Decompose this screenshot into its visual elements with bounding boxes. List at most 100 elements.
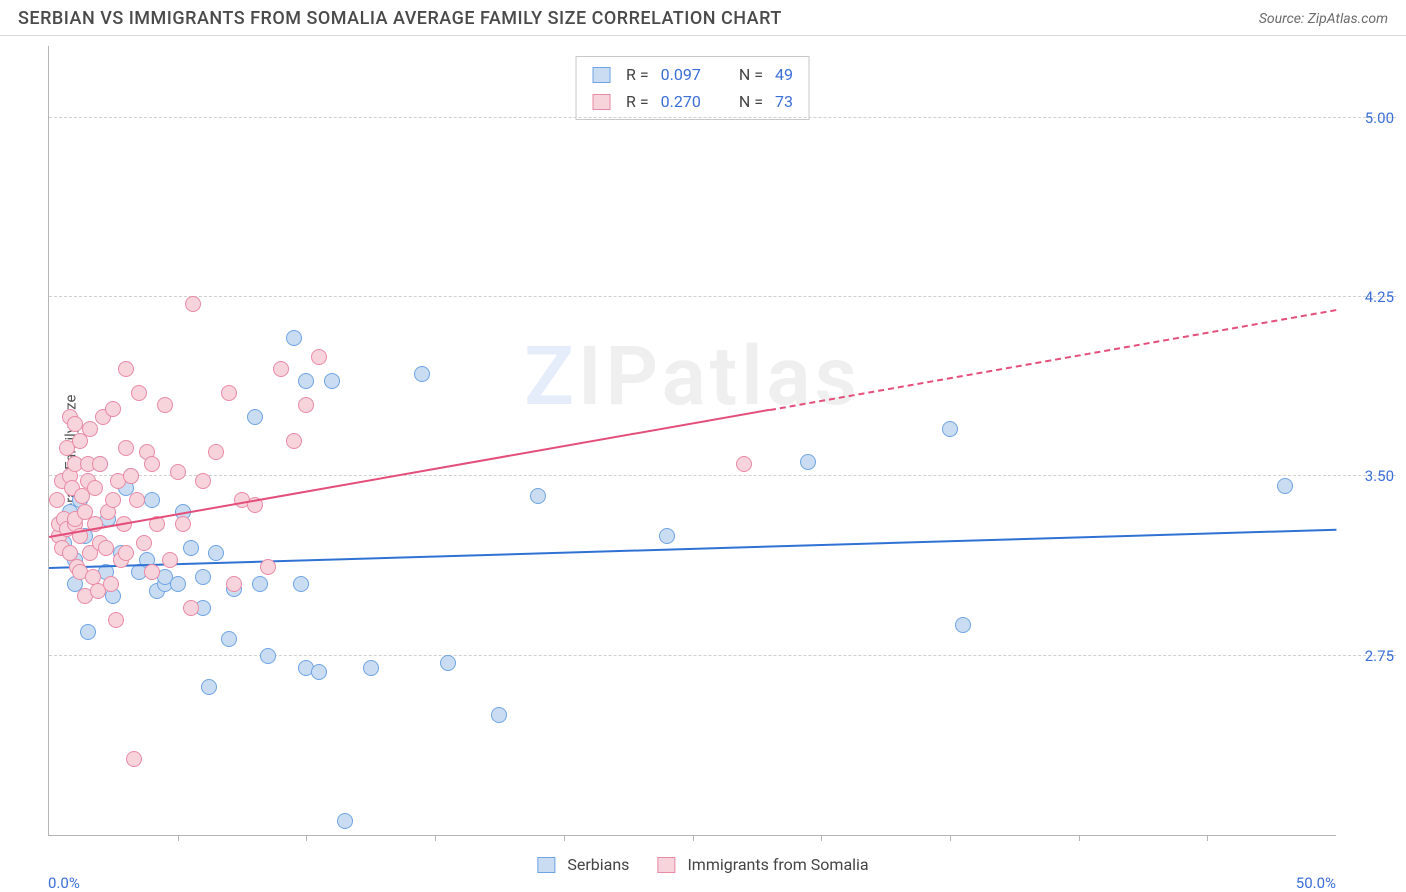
swatch-series-1 <box>657 857 675 873</box>
swatch-series-0 <box>592 67 610 83</box>
r-label: R = <box>626 61 649 88</box>
scatter-point-somalia <box>226 576 242 592</box>
scatter-point-somalia <box>286 433 302 449</box>
scatter-point-serbians <box>414 366 430 382</box>
scatter-point-somalia <box>136 535 152 551</box>
n-label: N = <box>739 61 763 88</box>
scatter-point-somalia <box>157 397 173 413</box>
scatter-point-somalia <box>92 456 108 472</box>
x-max-label: 50.0% <box>1296 874 1336 892</box>
scatter-point-somalia <box>298 397 314 413</box>
gridline <box>49 475 1396 476</box>
y-tick-label: 5.00 <box>1365 109 1394 127</box>
x-tick <box>821 835 822 841</box>
x-tick <box>178 835 179 841</box>
scatter-point-serbians <box>942 421 958 437</box>
legend-item-1: Immigrants from Somalia <box>657 855 868 874</box>
x-tick <box>693 835 694 841</box>
scatter-point-serbians <box>247 409 263 425</box>
scatter-point-serbians <box>311 664 327 680</box>
scatter-point-somalia <box>175 516 191 532</box>
y-tick-label: 2.75 <box>1365 647 1394 665</box>
scatter-point-serbians <box>659 528 675 544</box>
y-tick-label: 3.50 <box>1365 467 1394 485</box>
scatter-point-serbians <box>286 330 302 346</box>
scatter-point-somalia <box>98 540 114 556</box>
trendline-somalia <box>770 309 1337 411</box>
scatter-point-serbians <box>530 488 546 504</box>
scatter-point-serbians <box>80 624 96 640</box>
scatter-point-somalia <box>183 600 199 616</box>
stats-row-series-0: R = 0.097 N = 49 <box>592 61 793 88</box>
scatter-point-somalia <box>273 361 289 377</box>
plot-area: ZIPatlas R = 0.097 N = 49 R = 0.270 N = … <box>48 46 1336 836</box>
scatter-point-somalia <box>105 401 121 417</box>
scatter-point-somalia <box>311 349 327 365</box>
x-tick <box>435 835 436 841</box>
legend-item-0: Serbians <box>537 855 629 874</box>
correlation-chart: Average Family Size ZIPatlas R = 0.097 N… <box>0 36 1406 886</box>
scatter-point-serbians <box>170 576 186 592</box>
x-tick <box>564 835 565 841</box>
scatter-point-somalia <box>108 612 124 628</box>
scatter-point-somalia <box>195 473 211 489</box>
scatter-point-somalia <box>118 545 134 561</box>
scatter-point-somalia <box>162 552 178 568</box>
scatter-point-somalia <box>105 492 121 508</box>
page-title: SERBIAN VS IMMIGRANTS FROM SOMALIA AVERA… <box>18 8 782 29</box>
scatter-point-serbians <box>183 540 199 556</box>
gridline <box>49 296 1396 297</box>
scatter-point-somalia <box>103 576 119 592</box>
scatter-point-somalia <box>144 456 160 472</box>
scatter-point-somalia <box>87 480 103 496</box>
swatch-series-1 <box>592 94 610 110</box>
scatter-point-serbians <box>293 576 309 592</box>
scatter-point-somalia <box>170 464 186 480</box>
scatter-point-somalia <box>736 456 752 472</box>
watermark-text: IPatlas <box>578 329 861 425</box>
scatter-point-serbians <box>298 373 314 389</box>
legend-label-1: Immigrants from Somalia <box>687 855 868 874</box>
scatter-point-serbians <box>252 576 268 592</box>
scatter-point-somalia <box>208 444 224 460</box>
scatter-point-somalia <box>221 385 237 401</box>
x-tick <box>1079 835 1080 841</box>
trendline-somalia <box>49 409 770 538</box>
swatch-series-0 <box>537 857 555 873</box>
scatter-point-serbians <box>201 679 217 695</box>
scatter-point-somalia <box>126 751 142 767</box>
watermark-text: Z <box>524 329 578 425</box>
x-min-label: 0.0% <box>48 874 80 892</box>
scatter-point-serbians <box>195 569 211 585</box>
scatter-point-serbians <box>337 813 353 829</box>
scatter-point-serbians <box>800 454 816 470</box>
scatter-point-serbians <box>208 545 224 561</box>
x-tick <box>1207 835 1208 841</box>
r-value-1: 0.270 <box>661 88 701 115</box>
scatter-point-serbians <box>1277 478 1293 494</box>
watermark: ZIPatlas <box>524 329 860 425</box>
trendline-serbians <box>49 529 1336 569</box>
scatter-point-serbians <box>363 660 379 676</box>
stats-row-series-1: R = 0.270 N = 73 <box>592 88 793 115</box>
stats-legend: R = 0.097 N = 49 R = 0.270 N = 73 <box>575 56 810 120</box>
scatter-point-somalia <box>185 296 201 312</box>
n-label: N = <box>739 88 763 115</box>
r-label: R = <box>626 88 649 115</box>
x-tick <box>306 835 307 841</box>
scatter-point-somalia <box>49 492 65 508</box>
scatter-point-serbians <box>144 492 160 508</box>
gridline <box>49 655 1396 656</box>
scatter-point-somalia <box>123 468 139 484</box>
source-credit: Source: ZipAtlas.com <box>1259 11 1388 27</box>
scatter-point-somalia <box>67 416 83 432</box>
x-tick <box>950 835 951 841</box>
scatter-point-somalia <box>82 421 98 437</box>
scatter-point-serbians <box>260 648 276 664</box>
n-value-0: 49 <box>775 61 793 88</box>
n-value-1: 73 <box>775 88 793 115</box>
scatter-point-serbians <box>221 631 237 647</box>
scatter-point-serbians <box>491 707 507 723</box>
scatter-point-somalia <box>118 361 134 377</box>
scatter-point-somalia <box>131 385 147 401</box>
